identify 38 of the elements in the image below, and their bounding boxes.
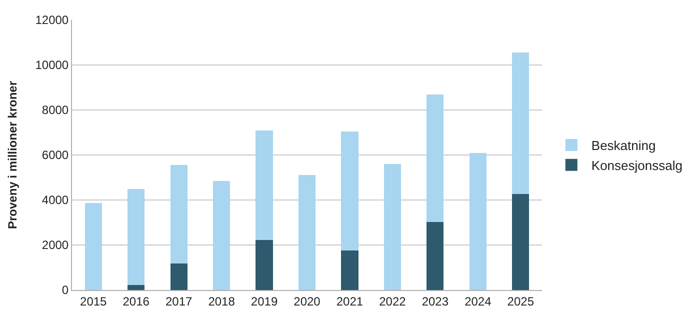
bar xyxy=(170,164,188,264)
bar xyxy=(341,131,358,251)
bar xyxy=(469,152,486,290)
x-tick-label: 2022 xyxy=(379,294,406,308)
bar xyxy=(298,175,316,290)
bar xyxy=(512,52,530,194)
y-axis-title: Proveny i millioner kroner xyxy=(6,80,20,230)
x-tick-label: 2019 xyxy=(250,294,278,308)
bar xyxy=(256,240,273,290)
y-tick-label: 0 xyxy=(62,283,69,298)
x-tick-label: 2017 xyxy=(165,294,192,308)
x-tick-label: 2021 xyxy=(336,294,364,308)
bar xyxy=(84,203,102,290)
x-tick-label: 2025 xyxy=(507,294,534,308)
y-tick-label: 4000 xyxy=(42,193,69,208)
bar xyxy=(512,194,530,290)
x-tick-label: 2015 xyxy=(80,294,108,308)
bar xyxy=(426,222,444,290)
bar xyxy=(341,250,358,290)
x-tick-label: 2024 xyxy=(464,294,492,308)
bar xyxy=(384,164,401,290)
legend-label: Beskatning xyxy=(591,138,656,154)
bar xyxy=(170,263,188,290)
bar xyxy=(256,130,273,240)
x-tick-label: 2020 xyxy=(294,294,321,308)
bar xyxy=(213,181,230,290)
y-tick-label: 10000 xyxy=(35,58,69,72)
x-tick-label: 2018 xyxy=(208,294,236,308)
y-tick-label: 6000 xyxy=(42,148,69,162)
bar xyxy=(426,94,444,222)
y-tick-label: 12000 xyxy=(35,13,69,28)
y-tick-label: 8000 xyxy=(42,103,69,118)
x-tick-label: 2023 xyxy=(422,294,449,308)
bar xyxy=(128,284,145,290)
y-tick-label: 2000 xyxy=(42,238,69,252)
x-tick-label: 2016 xyxy=(122,294,150,308)
bar xyxy=(128,189,145,285)
legend-label: Konsesjonssalg xyxy=(591,158,682,173)
